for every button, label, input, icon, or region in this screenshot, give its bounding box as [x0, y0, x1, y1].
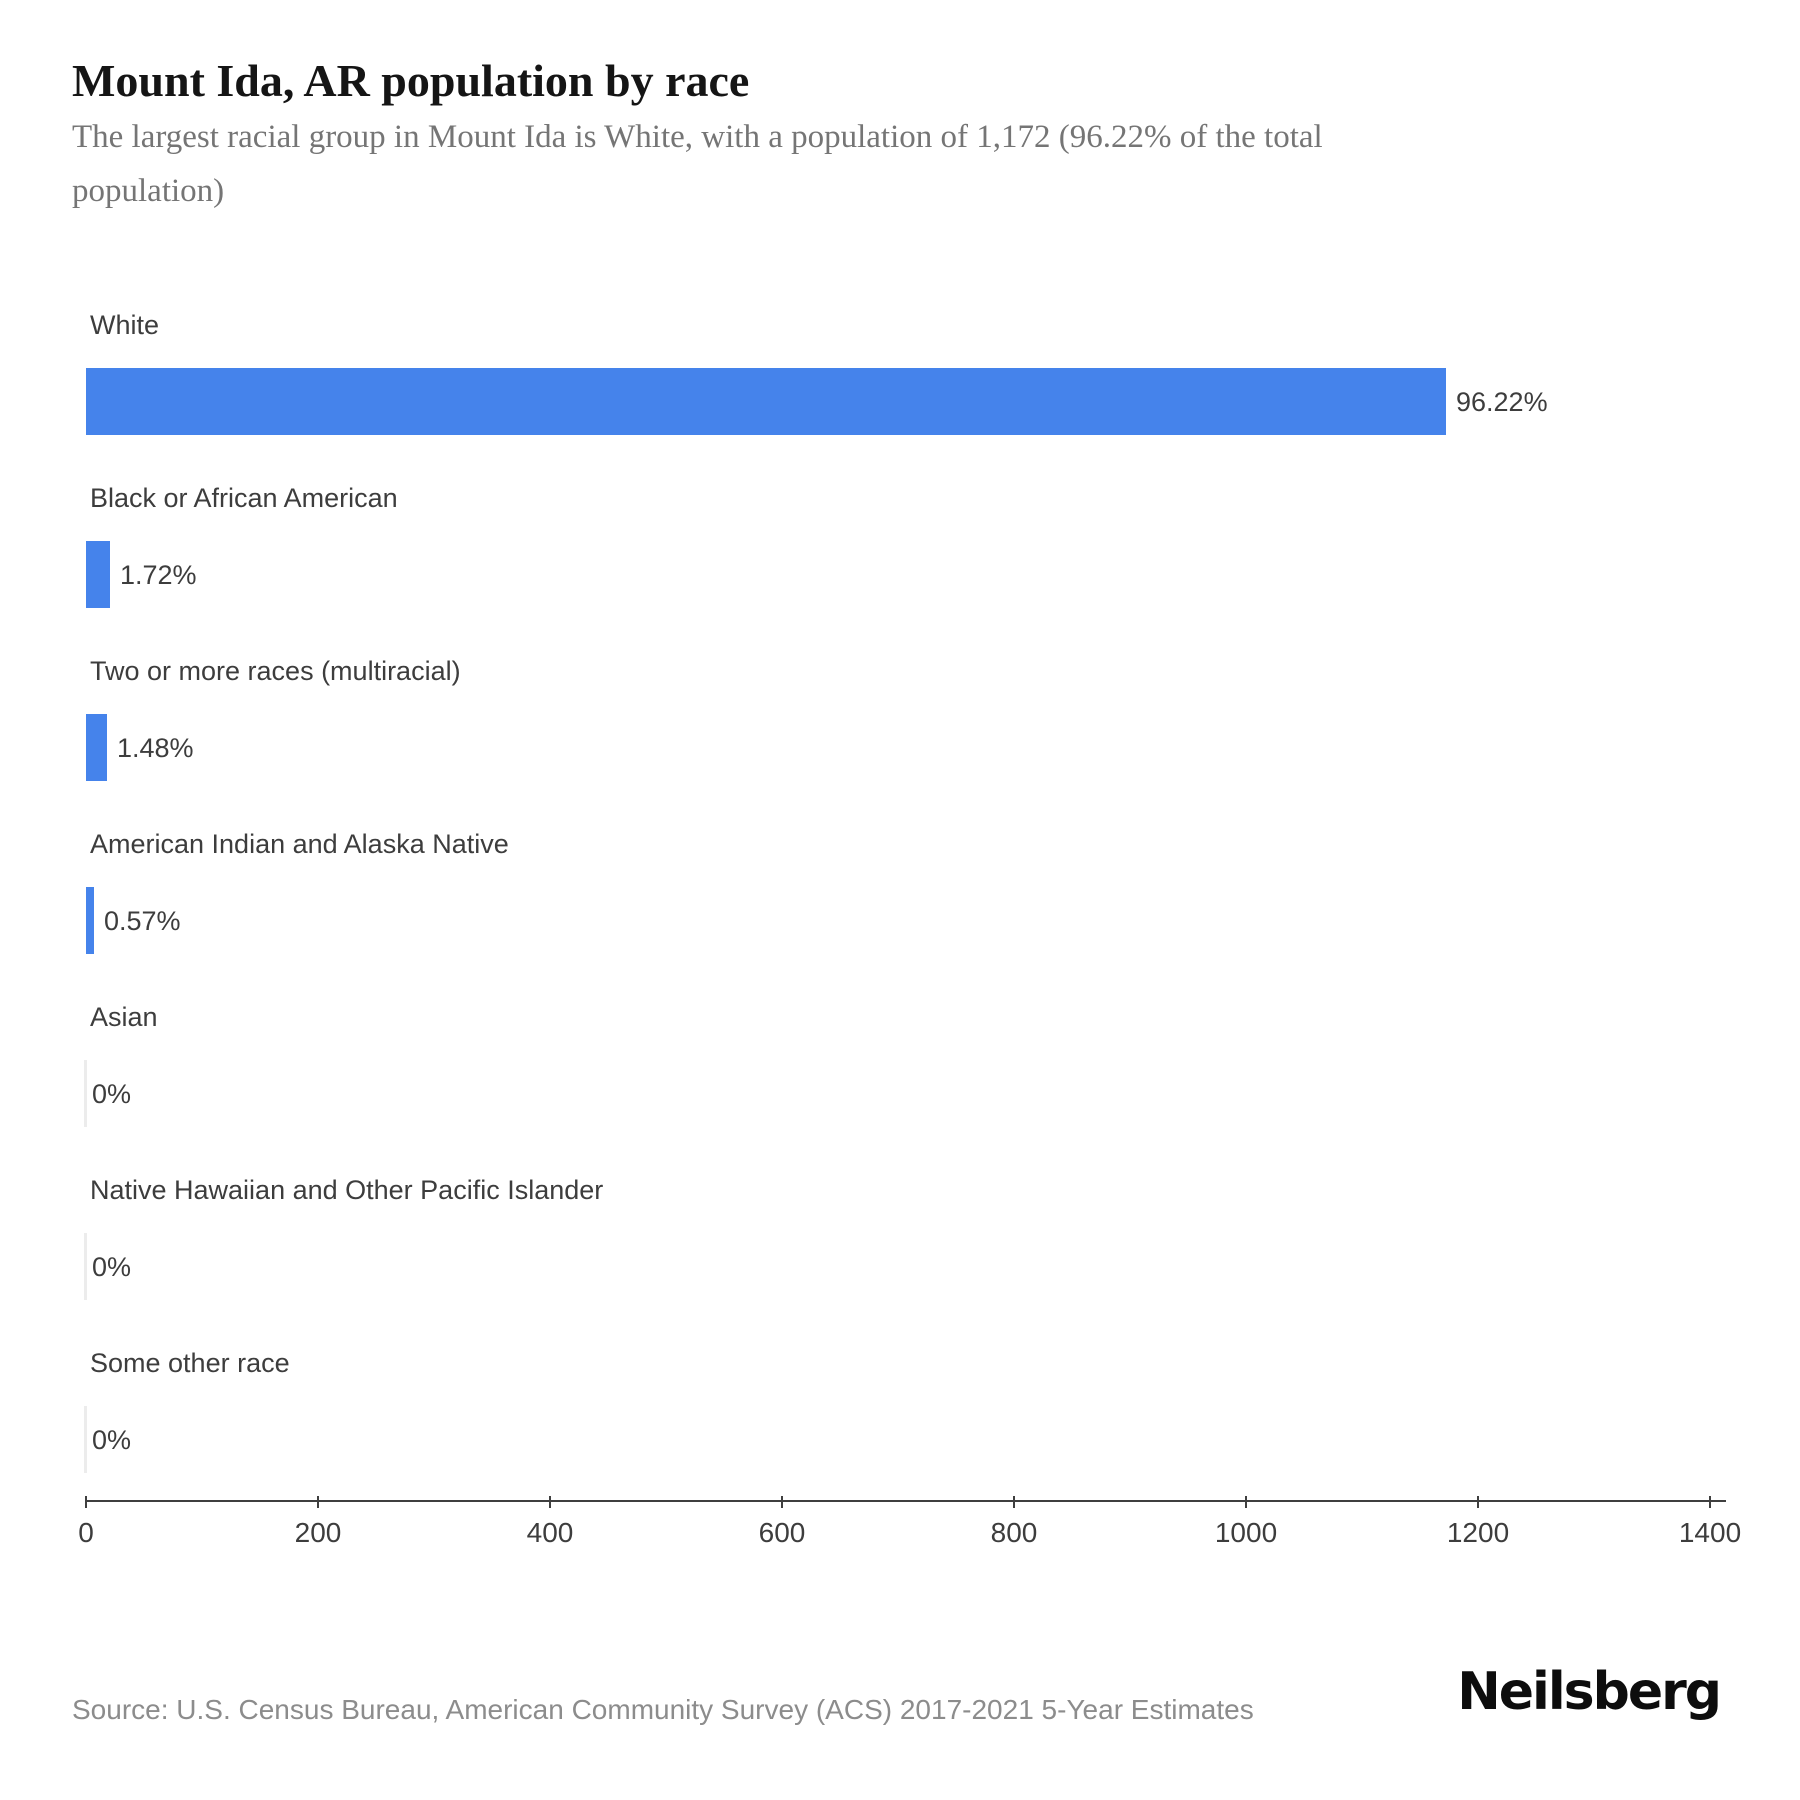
x-axis-tick: [317, 1496, 319, 1508]
bar[interactable]: [84, 1233, 87, 1300]
percent-label: 1.48%: [117, 733, 194, 763]
percent-label: 0.57%: [104, 906, 181, 936]
x-axis-tick: [1245, 1496, 1247, 1508]
category-label: Black or African American: [90, 483, 398, 513]
neilsberg-logo[interactable]: Neilsberg: [1457, 1662, 1722, 1722]
bar[interactable]: [86, 887, 94, 954]
x-axis-tick-label: 800: [990, 1517, 1038, 1548]
x-axis-tick-label: 200: [294, 1517, 342, 1548]
x-axis-tick: [1013, 1496, 1015, 1508]
percent-label: 0%: [92, 1425, 132, 1455]
category-label: Two or more races (multiracial): [90, 656, 461, 686]
category-label: Some other race: [90, 1348, 290, 1378]
x-axis-tick-label: 600: [758, 1517, 806, 1548]
bar[interactable]: [86, 368, 1446, 435]
category-label: Native Hawaiian and Other Pacific Island…: [90, 1175, 604, 1205]
percent-label: 0%: [92, 1079, 132, 1109]
x-axis-tick-label: 400: [526, 1517, 574, 1548]
bar-rows: White 96.22% Black or African American 1…: [0, 308, 1800, 1496]
bar-row: Asian 0%: [0, 1000, 1800, 1150]
source-attribution: Source: U.S. Census Bureau, American Com…: [72, 1694, 1254, 1725]
percent-label: 96.22%: [1456, 387, 1548, 417]
x-axis-tick: [1709, 1496, 1711, 1508]
category-label: Asian: [90, 1002, 158, 1032]
x-axis-tick-label: 1400: [1678, 1517, 1742, 1548]
x-axis-tick-label: 1200: [1446, 1517, 1510, 1548]
chart-subtitle-line-1: The largest racial group in Mount Ida is…: [72, 119, 1323, 155]
bar-row: Black or African American 1.72%: [0, 481, 1800, 631]
chart-subtitle: The largest racial group in Mount Ida is…: [72, 110, 1323, 218]
percent-label: 1.72%: [120, 560, 197, 590]
x-axis-line: [86, 1500, 1726, 1502]
bar[interactable]: [84, 1060, 87, 1127]
x-axis-tick: [1477, 1496, 1479, 1508]
bar[interactable]: [84, 1406, 87, 1473]
bar-row: White 96.22%: [0, 308, 1800, 458]
chart-title: Mount Ida, AR population by race: [72, 55, 750, 106]
bar-row: Two or more races (multiracial) 1.48%: [0, 654, 1800, 804]
percent-label: 0%: [92, 1252, 132, 1282]
bar-row: American Indian and Alaska Native 0.57%: [0, 827, 1800, 977]
x-axis-tick: [549, 1496, 551, 1508]
x-axis-tick: [781, 1496, 783, 1508]
category-label: White: [90, 310, 160, 340]
x-axis-tick-label: 1000: [1214, 1517, 1278, 1548]
bar[interactable]: [86, 541, 110, 608]
chart-subtitle-line-2: population): [72, 173, 225, 209]
bar-row: Native Hawaiian and Other Pacific Island…: [0, 1173, 1800, 1323]
bar[interactable]: [86, 714, 107, 781]
category-label: American Indian and Alaska Native: [90, 829, 509, 859]
x-axis-tick-label: 0: [78, 1517, 94, 1548]
bar-row: Some other race 0%: [0, 1346, 1800, 1496]
x-axis-tick: [85, 1496, 87, 1508]
